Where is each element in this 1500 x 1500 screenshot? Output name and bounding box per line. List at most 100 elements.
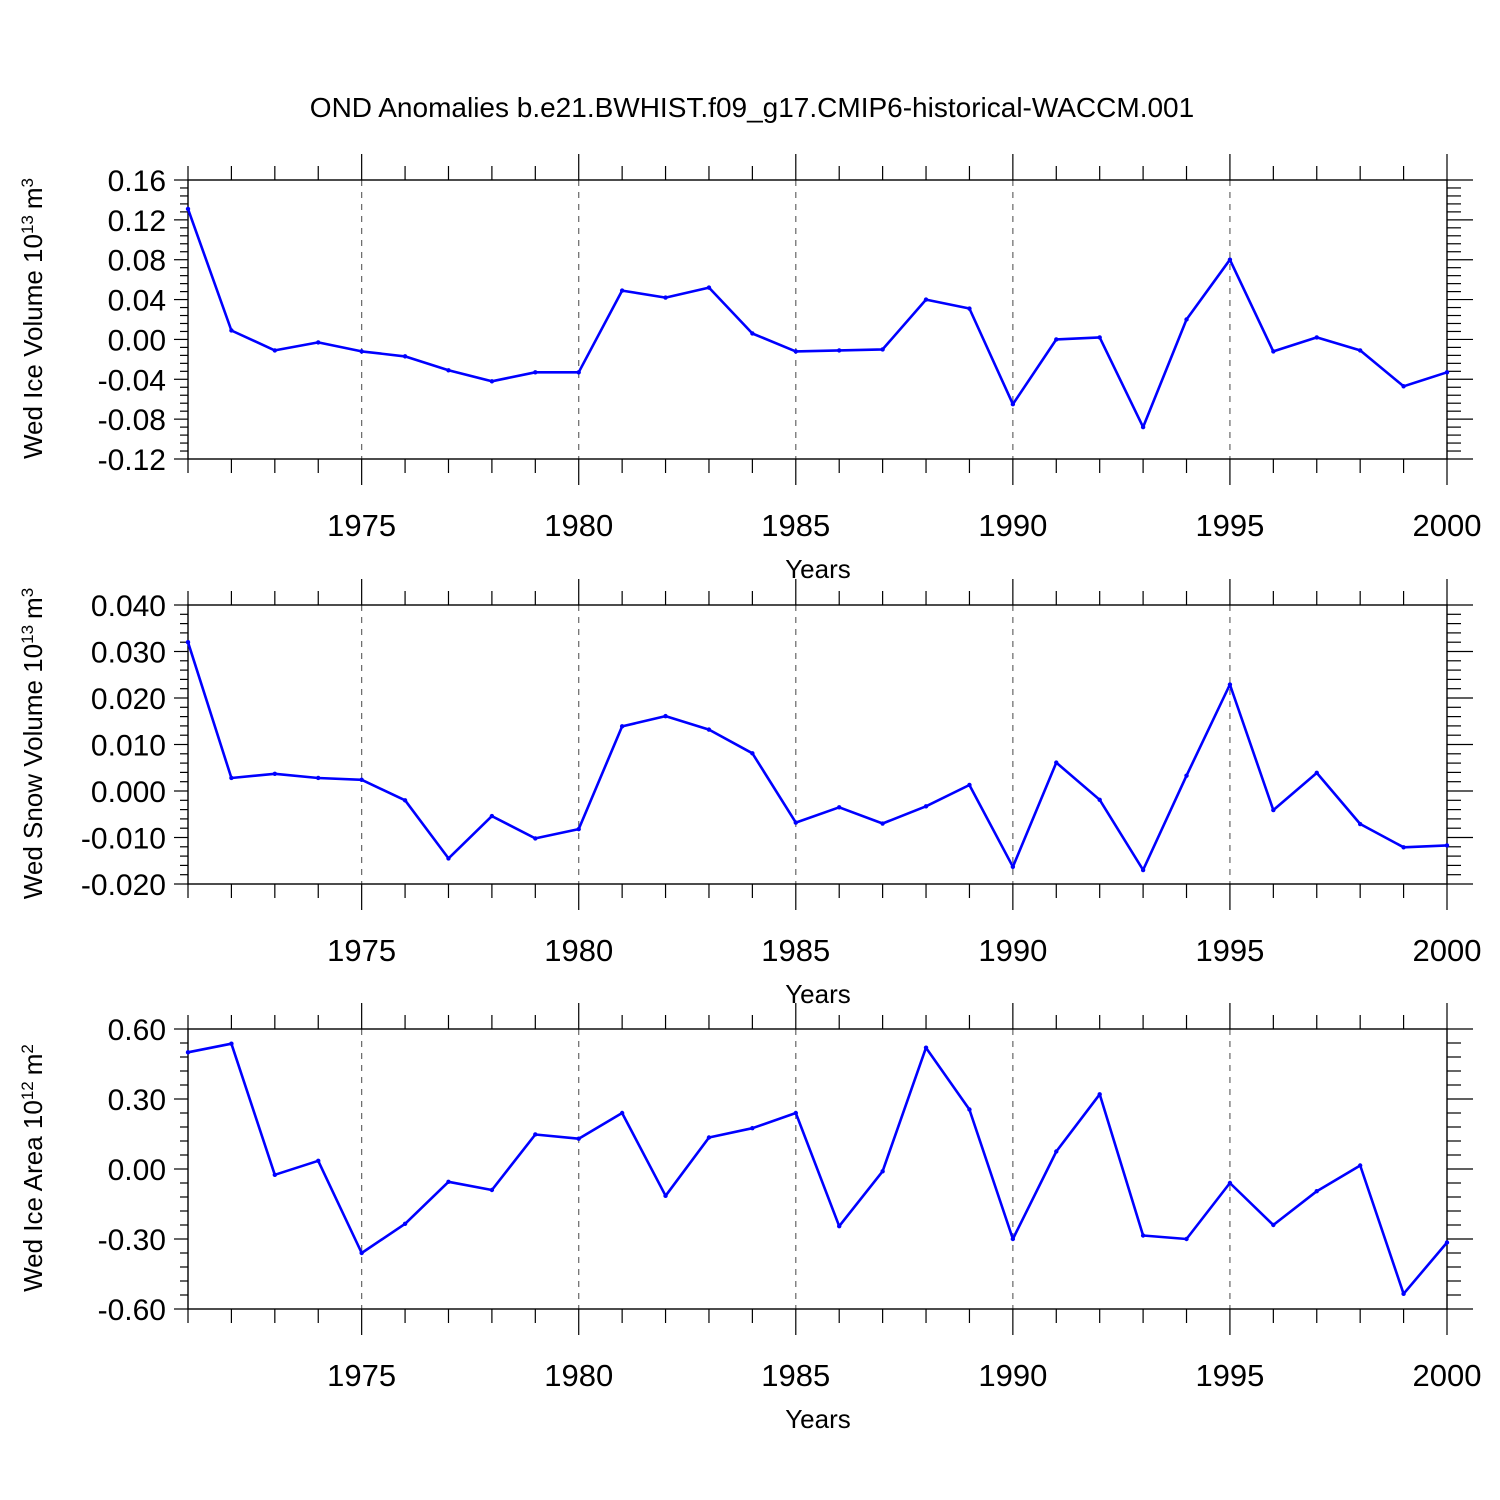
- data-point-1995: [1227, 1180, 1233, 1186]
- data-point-1992: [1097, 797, 1102, 803]
- data-point-1974: [316, 1158, 321, 1164]
- y-tick-label: -0.020: [81, 869, 166, 902]
- y-axis-label-unit-exponent: 3: [18, 588, 37, 597]
- data-point-1972: [229, 775, 234, 781]
- y-axis-label: Wed Ice Volume 1013 m3: [18, 178, 49, 459]
- y-tick-label: -0.60: [98, 1294, 166, 1327]
- y-axis-label-main: Wed Ice Area 10: [18, 1100, 48, 1292]
- y-axis-label-unit: m: [18, 1054, 48, 1076]
- data-point-1982: [663, 1193, 668, 1199]
- data-point-1996: [1271, 807, 1276, 813]
- data-point-1996: [1271, 349, 1276, 354]
- data-point-1993: [1140, 867, 1146, 873]
- x-tick-label-1990: 1990: [978, 933, 1047, 968]
- data-point-1977: [446, 368, 451, 373]
- y-axis-label-unit: m: [18, 597, 48, 619]
- x-tick-label-1975: 1975: [327, 933, 396, 968]
- data-point-2000: [1444, 1240, 1450, 1245]
- data-point-1984: [750, 751, 755, 756]
- data-point-1979: [533, 836, 538, 841]
- x-tick-label-2000: 2000: [1413, 508, 1482, 543]
- panel-ice-volume: -0.12 -0.08 -0.04 0.00 0.04 0.08 0.12 0.16 1975 1…: [18, 154, 1482, 584]
- x-axis-label: Years: [785, 979, 851, 1009]
- data-point-1980: [576, 1136, 581, 1141]
- data-point-1994: [1184, 773, 1189, 778]
- data-point-1993: [1140, 424, 1146, 430]
- data-point-1987: [880, 1169, 885, 1174]
- data-point-1976: [402, 354, 408, 359]
- x-tick-label-1980: 1980: [544, 1358, 613, 1393]
- y-tick-label: -0.12: [98, 444, 166, 477]
- data-point-1989: [967, 1107, 972, 1112]
- data-point-1993: [1140, 1233, 1146, 1238]
- data-point-1999: [1401, 1291, 1406, 1297]
- data-point-1994: [1184, 1236, 1189, 1242]
- data-point-1990: [1010, 401, 1016, 407]
- x-tick-label-1995: 1995: [1195, 1358, 1264, 1393]
- data-point-1975: [359, 777, 364, 783]
- y-tick-label: 0.04: [108, 285, 166, 318]
- y-tick-label: 0.030: [91, 637, 166, 670]
- y-axis-label-main: Wed Ice Volume 10: [18, 234, 48, 459]
- y-tick-label: 0.000: [91, 776, 166, 809]
- y-tick-label: 0.020: [91, 683, 166, 716]
- y-tick-label: 0.12: [108, 205, 166, 238]
- data-point-1989: [967, 782, 972, 788]
- data-point-1985: [793, 1110, 798, 1116]
- y-tick-label: 0.30: [108, 1084, 166, 1117]
- data-point-2000: [1444, 370, 1450, 375]
- data-point-1980: [576, 826, 581, 832]
- data-point-1973: [272, 348, 278, 353]
- series-line: [186, 208, 1448, 429]
- x-axis-label: Years: [785, 554, 851, 584]
- data-point-1991: [1054, 1149, 1059, 1154]
- data-point-1974: [316, 775, 321, 781]
- data-point-2000: [1444, 843, 1450, 848]
- y-tick-label: -0.08: [98, 404, 166, 437]
- x-tick-label-1995: 1995: [1195, 933, 1264, 968]
- data-point-1995: [1227, 682, 1233, 687]
- y-axis-label: Wed Ice Area 1012 m2: [18, 1044, 49, 1292]
- data-point-1971: [185, 1050, 191, 1055]
- data-point-1980: [576, 370, 581, 375]
- y-tick-label: 0.00: [108, 1154, 166, 1187]
- data-point-1998: [1357, 348, 1363, 353]
- data-point-1986: [837, 1223, 842, 1229]
- data-point-1991: [1054, 760, 1059, 765]
- data-point-1983: [706, 1135, 712, 1140]
- data-point-1987: [880, 821, 885, 826]
- y-axis-label-exponent: 12: [18, 1081, 37, 1100]
- x-tick-label-1975: 1975: [327, 1358, 396, 1393]
- data-point-1977: [446, 856, 451, 861]
- data-point-1999: [1401, 384, 1406, 389]
- data-point-1997: [1314, 1188, 1319, 1194]
- data-point-1981: [619, 1110, 625, 1116]
- data-point-1986: [837, 348, 842, 353]
- x-tick-label-2000: 2000: [1413, 933, 1482, 968]
- data-point-1985: [793, 820, 798, 825]
- data-point-1979: [533, 370, 538, 375]
- data-point-1992: [1097, 335, 1102, 340]
- data-point-1976: [402, 1221, 408, 1227]
- data-point-1976: [402, 798, 408, 803]
- data-point-1997: [1314, 770, 1319, 776]
- data-point-1984: [750, 1125, 755, 1131]
- x-tick-label-1985: 1985: [761, 933, 830, 968]
- data-point-1972: [229, 328, 234, 333]
- y-tick-label: 0.60: [108, 1014, 166, 1047]
- data-point-1986: [837, 805, 842, 810]
- data-point-1971: [185, 640, 191, 645]
- y-axis-label-unit-exponent: 3: [18, 178, 37, 187]
- y-axis-label-unit-exponent: 2: [18, 1044, 37, 1053]
- series-line: [187, 1042, 1448, 1296]
- y-tick-label: 0.08: [108, 245, 166, 278]
- y-axis-label-unit: m: [18, 187, 48, 209]
- y-axis-label-exponent: 13: [18, 625, 37, 644]
- data-point-1997: [1314, 335, 1319, 340]
- y-tick-label: -0.010: [81, 823, 166, 856]
- series-line: [186, 641, 1448, 872]
- data-point-1990: [1010, 864, 1016, 869]
- x-tick-label-2000: 2000: [1413, 1358, 1482, 1393]
- data-point-1979: [533, 1132, 538, 1137]
